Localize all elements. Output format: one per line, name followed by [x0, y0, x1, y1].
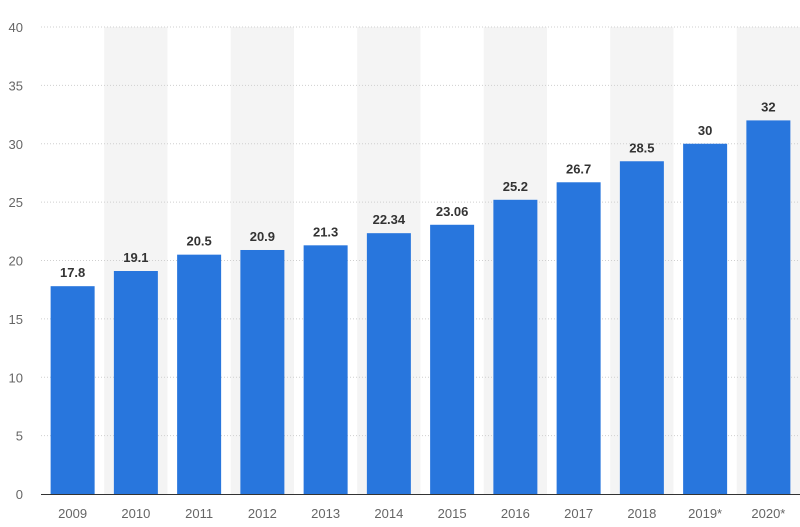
- value-label-2009: 17.8: [60, 265, 85, 280]
- bar-2019*[interactable]: [683, 143, 728, 494]
- x-tick-label-2014: 2014: [374, 506, 403, 521]
- value-labels: 17.8 19.1 20.5 20.9 21.3 22.34 23.06 25.2 26.7 28…: [60, 99, 776, 280]
- y-tick-label: 35: [9, 78, 23, 93]
- y-tick-label: 20: [9, 254, 23, 269]
- value-label-2017: 26.7: [566, 161, 591, 176]
- x-tick-label-2010: 2010: [121, 506, 150, 521]
- x-tick-label-2013: 2013: [311, 506, 340, 521]
- x-tick-label-2012: 2012: [248, 506, 277, 521]
- y-tick-label: 10: [9, 370, 23, 385]
- value-label-2020*: 32: [761, 99, 775, 114]
- bar-2014[interactable]: [366, 233, 411, 495]
- x-axis-ticks: 2009 2010 2011 2012 2013 2014 2015 2016 2017 2018…: [58, 506, 785, 521]
- x-tick-label-2019*: 2019*: [688, 506, 722, 521]
- value-label-2016: 25.2: [503, 179, 528, 194]
- value-label-2018: 28.5: [629, 140, 654, 155]
- bar-2020*[interactable]: [746, 120, 791, 495]
- x-tick-label-2017: 2017: [564, 506, 593, 521]
- bar-2016[interactable]: [493, 199, 538, 495]
- value-label-2012: 20.9: [250, 229, 275, 244]
- bar-2011[interactable]: [177, 254, 222, 494]
- value-label-2011: 20.5: [186, 234, 211, 249]
- bar-2015[interactable]: [430, 224, 475, 494]
- bar-2017[interactable]: [556, 182, 601, 494]
- value-label-2015: 23.06: [436, 204, 469, 219]
- y-tick-label: 15: [9, 312, 23, 327]
- x-tick-label-2011: 2011: [185, 506, 213, 521]
- value-label-2013: 21.3: [313, 224, 338, 239]
- bar-2010[interactable]: [113, 271, 158, 494]
- y-tick-label: 40: [9, 20, 23, 35]
- y-axis-ticks: 0 5 10 15 20 25 30 35 40: [9, 20, 23, 502]
- y-tick-label: 5: [16, 429, 23, 444]
- bar-2018[interactable]: [619, 161, 664, 494]
- value-label-2019*: 30: [698, 123, 712, 138]
- x-tick-label-2020*: 2020*: [751, 506, 785, 521]
- x-tick-label-2009: 2009: [58, 506, 87, 521]
- bar-2012[interactable]: [240, 249, 285, 494]
- y-tick-label: 30: [9, 137, 23, 152]
- gridlines: [41, 26, 800, 437]
- x-tick-label-2018: 2018: [627, 506, 656, 521]
- y-tick-label: 25: [9, 195, 23, 210]
- bars: [50, 120, 791, 495]
- value-label-2014: 22.34: [373, 212, 406, 227]
- bar-2009[interactable]: [50, 286, 95, 494]
- y-tick-label: 0: [16, 487, 23, 502]
- x-tick-label-2015: 2015: [438, 506, 467, 521]
- value-label-2010: 19.1: [123, 250, 148, 265]
- bar-2013[interactable]: [303, 245, 348, 494]
- x-tick-label-2016: 2016: [501, 506, 530, 521]
